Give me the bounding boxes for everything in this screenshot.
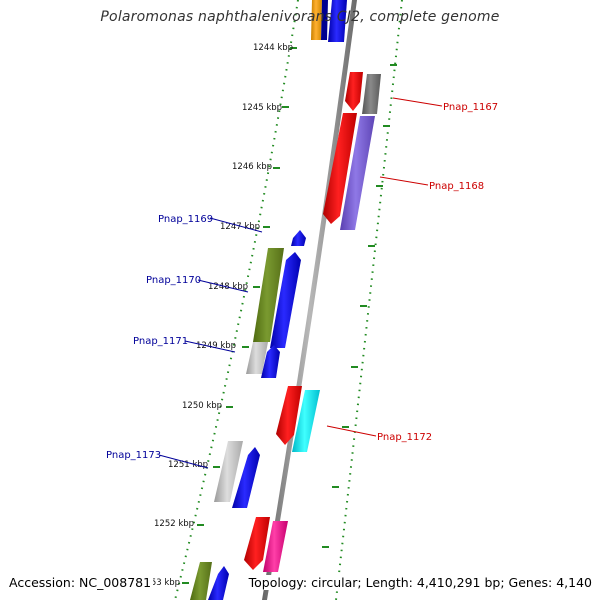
gene-label-pnap-1173[interactable]: Pnap_1173 <box>106 450 161 461</box>
gene-pink-1252[interactable] <box>263 521 288 572</box>
gene-cyan-1172b[interactable] <box>292 390 320 452</box>
gene-red-1252[interactable] <box>244 517 270 570</box>
gene-blue-1171b[interactable] <box>261 345 280 378</box>
gene-dgray-1167b[interactable] <box>362 74 381 114</box>
tick-label-1244: 1244 kbp <box>253 43 293 53</box>
gene-pnap-1172[interactable] <box>276 386 302 445</box>
tick-label-1245: 1245 kbp <box>242 103 282 113</box>
inner-tick-ring <box>174 0 299 600</box>
gene-pnap-1170[interactable] <box>253 248 284 342</box>
outer-tick-ring <box>335 0 403 600</box>
gene-pnap-1167[interactable] <box>345 72 363 111</box>
gene-label-pnap-1170[interactable]: Pnap_1170 <box>146 275 201 286</box>
gene-blue-1173b[interactable] <box>232 447 260 508</box>
gene-blue-small-1247[interactable] <box>291 230 306 246</box>
gene-blue-1253[interactable] <box>208 566 229 600</box>
genome-backbone <box>262 0 357 600</box>
gene-label-pnap-1169[interactable]: Pnap_1169 <box>158 214 213 225</box>
gene-label-pnap-1171[interactable]: Pnap_1171 <box>133 336 188 347</box>
tick-label-1253: 1253 kbp <box>140 578 180 588</box>
gene-olive-1253[interactable] <box>190 562 212 600</box>
gene-purple-1168b[interactable] <box>340 116 375 230</box>
gene-pnap-1171[interactable] <box>246 342 268 374</box>
gene-top-partial[interactable] <box>311 0 347 42</box>
tick-label-1246: 1246 kbp <box>232 162 272 172</box>
accession-text: Accession: NC_008781 <box>9 575 154 590</box>
kbp-ticks <box>182 47 297 584</box>
tick-label-1250: 1250 kbp <box>182 401 222 411</box>
tick-label-1249: 1249 kbp <box>196 341 236 351</box>
gene-blue-1170b[interactable] <box>270 252 301 348</box>
label-leaders <box>158 97 443 469</box>
gene-pnap-1168[interactable] <box>323 113 357 224</box>
outer-ring-ticks <box>322 64 397 548</box>
gene-label-pnap-1167[interactable]: Pnap_1167 <box>443 102 498 113</box>
tick-label-1251: 1251 kbp <box>168 460 208 470</box>
gene-label-pnap-1172[interactable]: Pnap_1172 <box>377 432 432 443</box>
gene-pnap-1173[interactable] <box>214 441 243 502</box>
tick-label-1252: 1252 kbp <box>154 519 194 529</box>
tick-label-1247: 1247 kbp <box>220 222 260 232</box>
topology-text: Topology: circular; Length: 4,410,291 bp… <box>246 575 592 590</box>
gene-label-pnap-1168[interactable]: Pnap_1168 <box>429 181 484 192</box>
genome-title: Polaromonas naphthalenivorans CJ2, compl… <box>100 9 500 25</box>
